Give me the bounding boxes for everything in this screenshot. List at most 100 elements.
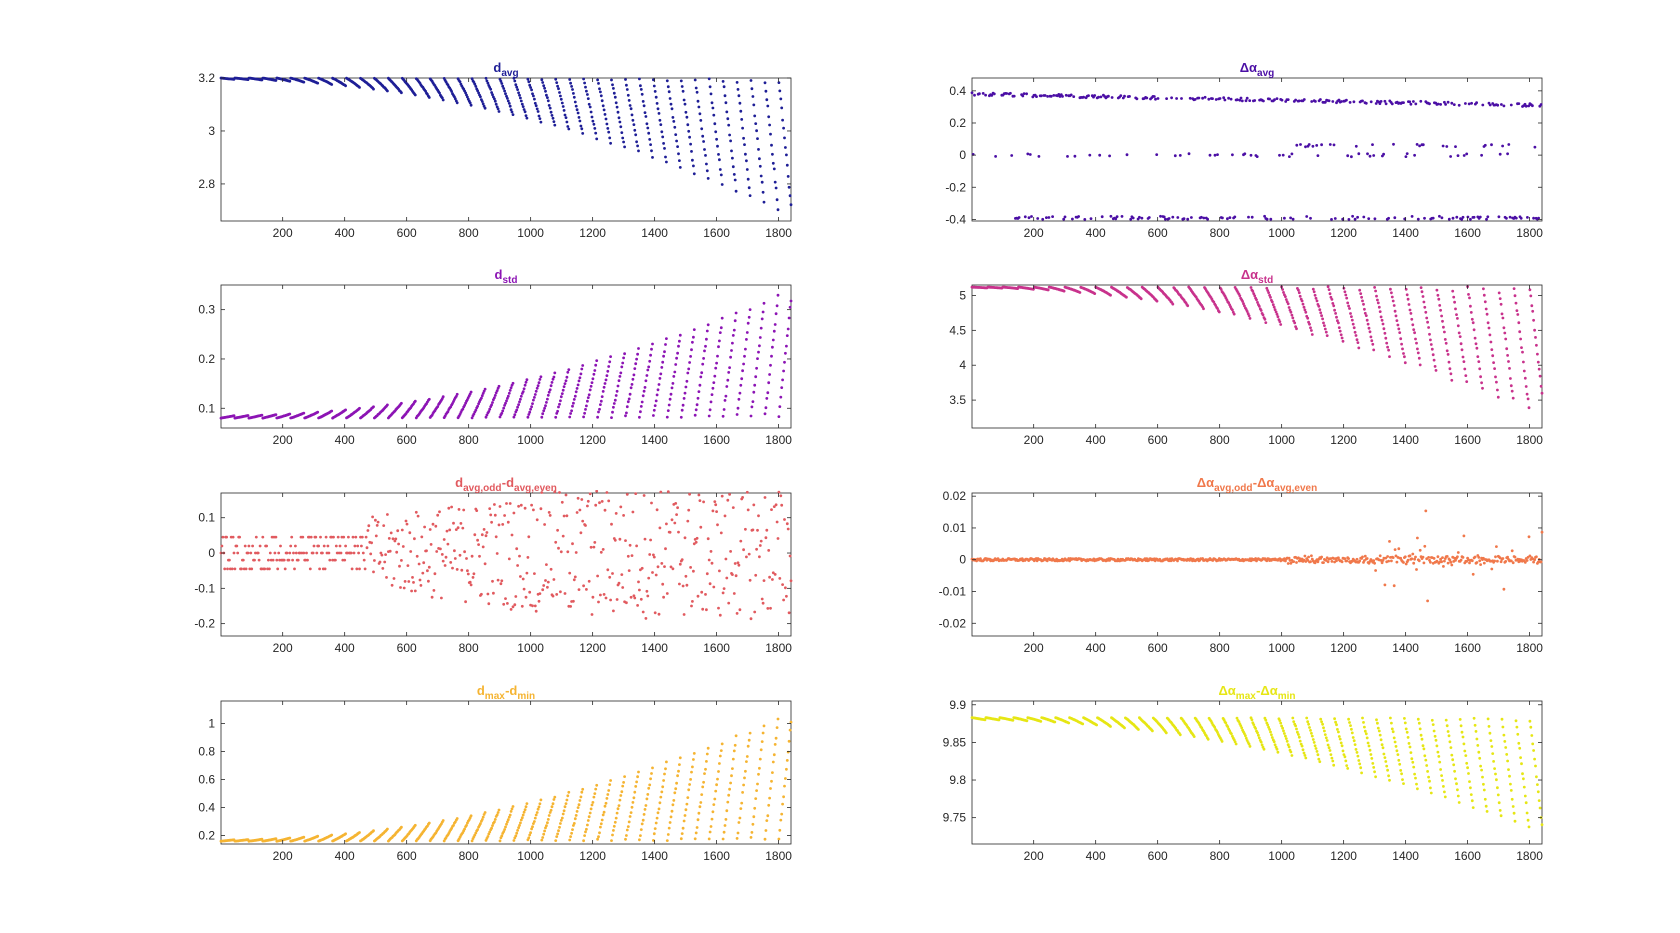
data-point <box>1498 809 1502 812</box>
x-tick-label: 1200 <box>579 641 606 655</box>
data-point <box>660 130 664 134</box>
data-point <box>453 557 457 560</box>
data-point <box>744 152 747 156</box>
data-point <box>761 310 765 314</box>
data-point <box>1424 758 1428 762</box>
data-point <box>674 363 678 366</box>
data-point <box>1417 559 1421 563</box>
subplot-title: dmax -dmin <box>477 683 535 702</box>
data-point <box>1530 734 1534 737</box>
data-point <box>767 549 771 552</box>
data-point <box>775 520 779 524</box>
data-point <box>749 414 753 418</box>
data-point <box>542 584 546 587</box>
data-point <box>577 588 581 591</box>
data-point <box>733 562 737 565</box>
data-point <box>773 323 777 326</box>
data-point <box>1364 732 1368 736</box>
data-point <box>1476 355 1480 358</box>
data-point <box>1486 321 1490 325</box>
data-point <box>1498 297 1502 300</box>
y-tick-label: 2.8 <box>198 177 215 191</box>
data-point <box>1477 750 1481 754</box>
data-point <box>1229 97 1233 101</box>
x-tick-label: 1600 <box>1454 433 1481 447</box>
data-point <box>1012 94 1016 98</box>
data-point <box>579 372 583 376</box>
data-point <box>701 362 705 366</box>
data-point <box>1307 722 1310 726</box>
data-point <box>695 403 699 407</box>
data-point <box>774 186 778 190</box>
data-point <box>645 589 649 593</box>
data-point <box>537 381 541 385</box>
data-point <box>1433 734 1437 738</box>
data-point <box>240 567 243 571</box>
data-point <box>577 803 581 807</box>
data-point <box>670 386 674 390</box>
data-point <box>509 810 513 813</box>
data-point <box>1480 381 1483 385</box>
data-point <box>723 824 727 827</box>
data-point <box>531 402 534 405</box>
data-point <box>1294 98 1297 102</box>
data-point <box>757 148 760 151</box>
data-point <box>549 110 553 114</box>
data-point <box>676 351 679 355</box>
data-point <box>1446 100 1450 104</box>
data-point <box>665 415 669 419</box>
data-point <box>455 568 459 571</box>
data-point <box>1350 731 1354 735</box>
data-point <box>330 83 334 86</box>
data-point <box>708 85 712 89</box>
data-point <box>1307 555 1310 559</box>
y-tick-label: 0.02 <box>943 489 967 503</box>
data-point <box>1437 297 1441 301</box>
data-point <box>1467 102 1471 106</box>
data-point <box>1423 754 1427 758</box>
data-point <box>789 299 793 303</box>
data-point <box>739 109 743 113</box>
x-tick-label: 400 <box>1086 226 1106 240</box>
data-point <box>731 341 734 345</box>
data-point <box>1264 718 1268 722</box>
data-point <box>459 522 463 525</box>
data-point <box>729 550 732 553</box>
data-point <box>1400 342 1403 346</box>
data-point <box>1306 316 1310 320</box>
x-tick-label: 1800 <box>1516 226 1543 240</box>
data-point <box>1528 554 1532 558</box>
data-point <box>1435 559 1439 563</box>
data-point <box>517 826 520 830</box>
data-point <box>1418 548 1422 552</box>
data-point <box>1332 143 1336 147</box>
data-point <box>334 544 338 548</box>
data-point <box>539 375 543 379</box>
data-point <box>612 609 615 613</box>
data-point <box>970 91 974 95</box>
data-point <box>565 514 569 518</box>
data-point <box>760 597 764 601</box>
data-point <box>1525 559 1529 562</box>
data-point <box>1398 762 1402 766</box>
data-point <box>1403 717 1406 720</box>
data-point <box>1539 560 1543 564</box>
x-tick-label: 1600 <box>703 226 730 240</box>
x-tick-label: 1200 <box>1330 433 1357 447</box>
data-point <box>230 567 234 571</box>
data-point <box>583 834 586 837</box>
x-tick-label: 1000 <box>517 641 544 655</box>
data-point <box>552 798 556 801</box>
data-point <box>633 128 637 132</box>
data-point <box>727 793 731 797</box>
data-point <box>1239 724 1243 727</box>
data-point <box>1283 732 1286 735</box>
data-point <box>260 413 264 417</box>
data-point <box>1533 757 1536 761</box>
x-tick-label: 1400 <box>641 849 668 863</box>
data-point <box>603 804 607 808</box>
data-point <box>1475 101 1478 105</box>
data-point <box>718 613 722 617</box>
data-point <box>740 801 744 805</box>
data-point <box>1416 217 1420 221</box>
